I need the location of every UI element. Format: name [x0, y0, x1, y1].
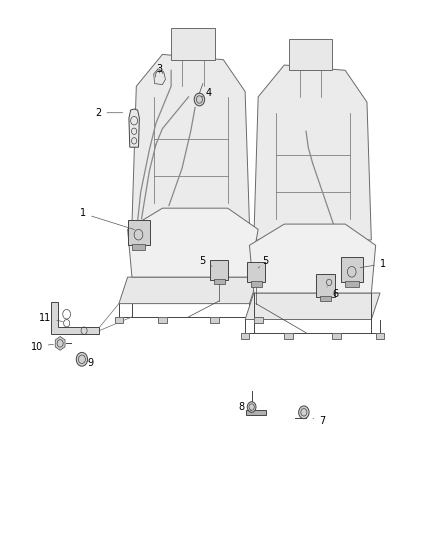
Polygon shape: [51, 302, 99, 334]
Text: 9: 9: [87, 358, 94, 368]
Circle shape: [76, 352, 88, 366]
Polygon shape: [127, 208, 258, 277]
Bar: [254, 317, 262, 323]
Polygon shape: [132, 54, 250, 224]
Polygon shape: [119, 277, 258, 304]
Bar: [247, 410, 266, 416]
Polygon shape: [55, 336, 65, 350]
Text: 6: 6: [327, 287, 338, 299]
Circle shape: [194, 93, 205, 106]
Bar: [127, 220, 150, 245]
Circle shape: [247, 402, 256, 413]
Bar: [251, 281, 261, 287]
Bar: [341, 257, 364, 282]
Polygon shape: [129, 109, 139, 147]
Polygon shape: [254, 65, 371, 240]
Bar: [241, 333, 250, 339]
Bar: [115, 317, 123, 323]
Polygon shape: [250, 224, 376, 293]
Circle shape: [299, 406, 309, 419]
Bar: [214, 279, 225, 284]
Bar: [158, 317, 167, 323]
Bar: [376, 333, 385, 339]
Text: 10: 10: [31, 342, 53, 352]
Text: 5: 5: [199, 256, 212, 266]
Bar: [345, 281, 359, 287]
Bar: [210, 317, 219, 323]
Text: 1: 1: [360, 259, 386, 269]
Bar: [247, 262, 265, 282]
Polygon shape: [245, 293, 380, 319]
Text: 8: 8: [238, 402, 252, 412]
Polygon shape: [154, 69, 166, 85]
Text: 5: 5: [258, 256, 269, 268]
Polygon shape: [289, 38, 332, 70]
Bar: [131, 244, 145, 249]
Text: 11: 11: [39, 313, 63, 323]
Bar: [284, 333, 293, 339]
Polygon shape: [171, 28, 215, 60]
Text: 2: 2: [95, 108, 123, 118]
Text: 1: 1: [80, 208, 134, 230]
Bar: [210, 260, 228, 280]
Bar: [316, 274, 335, 297]
Text: 7: 7: [313, 416, 325, 426]
Bar: [332, 333, 341, 339]
Bar: [320, 296, 331, 301]
Text: 3: 3: [156, 64, 162, 74]
Text: 4: 4: [201, 87, 212, 98]
